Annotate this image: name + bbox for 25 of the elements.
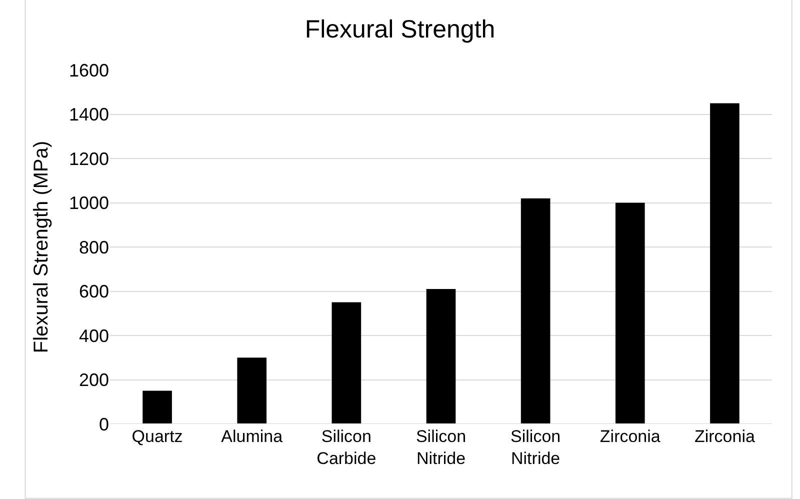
x-tick-label: Silicon Nitride [416, 427, 466, 468]
y-tick-label: 600 [78, 282, 109, 302]
x-tick-label: Zirconia [600, 427, 661, 446]
y-tick-label: 800 [78, 237, 109, 258]
y-tick-label: 1200 [68, 148, 109, 169]
x-tick-label: Quartz [132, 427, 183, 446]
x-tick-label: Silicon Carbide [316, 427, 376, 468]
y-tick-label: 1600 [68, 60, 109, 80]
x-tick-label: Silicon Nitride [510, 427, 561, 468]
bar [520, 198, 550, 424]
y-tick-label: 0 [98, 414, 109, 434]
bar [615, 202, 645, 424]
y-axis-title: Flexural Strength (MPa) [30, 140, 52, 354]
bar [237, 358, 267, 424]
bar [426, 289, 456, 424]
y-tick-label: 200 [78, 370, 109, 390]
bar [332, 302, 362, 424]
bar [710, 103, 740, 424]
x-tick-label: Zirconia [694, 427, 756, 446]
bar [142, 390, 172, 424]
y-tick-label: 400 [78, 326, 109, 346]
chart-title: Flexural Strength [304, 15, 496, 44]
y-tick-label: 1400 [68, 104, 109, 125]
x-tick-label: Alumina [221, 427, 284, 446]
y-tick-label: 1000 [68, 193, 109, 214]
